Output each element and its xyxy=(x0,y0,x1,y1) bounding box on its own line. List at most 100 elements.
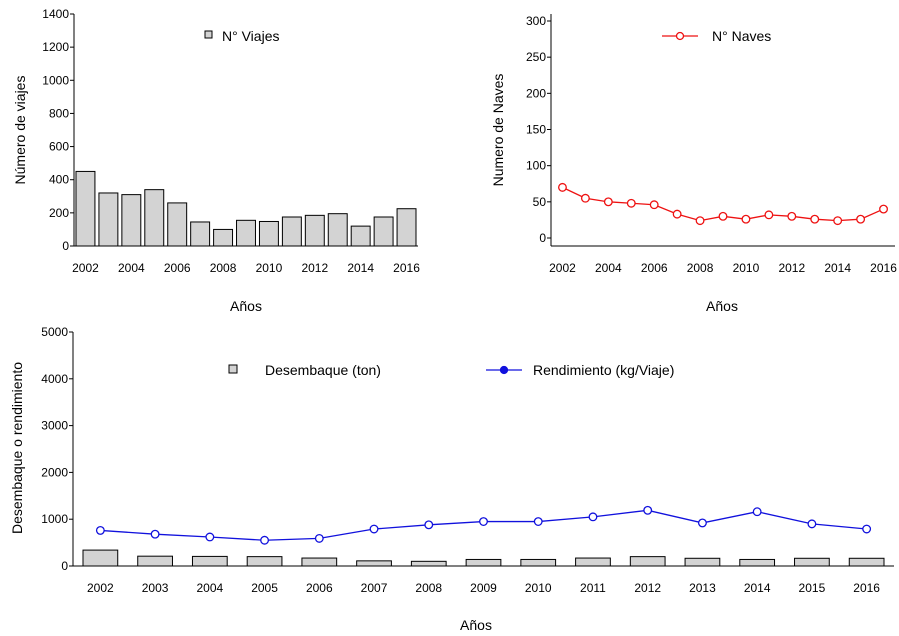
y-tick-label: 200 xyxy=(49,206,69,220)
viajes-bar xyxy=(281,216,302,247)
x-tick-label: 2004 xyxy=(595,261,622,275)
rendimiento-point xyxy=(205,532,215,542)
x-tick-label: 2010 xyxy=(256,261,283,275)
x-tick-label: 2016 xyxy=(870,261,897,275)
viajes-bar xyxy=(236,219,256,247)
rendimiento-point xyxy=(752,507,762,517)
x-tick-label: 2012 xyxy=(301,261,328,275)
y-tick-label: 3000 xyxy=(41,419,68,433)
viajes-bar xyxy=(167,202,188,247)
viajes-bar xyxy=(258,220,279,247)
x-tick-label: 2005 xyxy=(251,581,278,595)
viajes-bar xyxy=(396,208,417,247)
naves-point xyxy=(649,200,659,210)
viajes-legend-swatch xyxy=(204,30,213,39)
desembaque-bar xyxy=(137,555,173,567)
x-tick-label: 2014 xyxy=(824,261,851,275)
desembaque-bar xyxy=(356,560,392,567)
x-tick-label: 2014 xyxy=(347,261,374,275)
y-tick-label: 300 xyxy=(526,14,546,28)
x-tick-label: 2016 xyxy=(393,261,420,275)
desembaque-bar xyxy=(246,556,283,567)
rendimiento-point xyxy=(260,535,270,545)
viajes-x-ticks: 2002 2004 2006 2008 2010 2012 2014 2016 xyxy=(72,261,420,275)
rendimiento-point xyxy=(697,518,707,528)
y-tick-label: 800 xyxy=(49,106,69,120)
naves-point xyxy=(856,214,866,224)
rendimiento-point xyxy=(533,517,543,526)
x-tick-label: 2002 xyxy=(87,581,114,595)
naves-legend-label: N° Naves xyxy=(712,28,771,44)
desembaque-y-ticks: 0 1000 2000 3000 4000 5000 xyxy=(41,325,73,573)
x-tick-label: 2014 xyxy=(744,581,771,595)
x-tick-label: 2007 xyxy=(361,581,388,595)
x-tick-label: 2013 xyxy=(689,581,716,595)
desembaque-bar xyxy=(465,558,502,567)
x-tick-label: 2012 xyxy=(634,581,661,595)
x-tick-label: 2009 xyxy=(470,581,497,595)
naves-point xyxy=(558,182,567,192)
naves-point xyxy=(787,211,797,221)
naves-point xyxy=(879,204,888,214)
naves-point xyxy=(718,211,728,221)
naves-x-label: Años xyxy=(706,298,738,314)
viajes-bar xyxy=(327,213,348,247)
x-tick-label: 2012 xyxy=(778,261,805,275)
y-tick-label: 1000 xyxy=(41,512,68,526)
viajes-bar xyxy=(213,228,234,247)
naves-y-label: Numero de Naves xyxy=(490,74,506,187)
naves-point xyxy=(580,193,590,203)
naves-point xyxy=(810,214,820,224)
viajes-y-ticks: 0 200 400 600 800 1000 1200 1400 xyxy=(42,7,74,253)
y-tick-label: 5000 xyxy=(41,325,68,339)
y-tick-label: 2000 xyxy=(41,465,68,479)
naves-point xyxy=(741,214,751,224)
x-tick-label: 2016 xyxy=(853,581,880,595)
viajes-bar xyxy=(304,214,325,247)
naves-legend: N° Naves xyxy=(662,28,771,44)
y-tick-label: 1400 xyxy=(42,7,69,21)
naves-point xyxy=(672,209,682,219)
rendimiento-legend-label: Rendimiento (kg/Viaje) xyxy=(533,362,674,378)
desembaque-y-label: Desembaque o rendimiento xyxy=(9,362,25,534)
x-tick-label: 2004 xyxy=(196,581,223,595)
x-tick-label: 2003 xyxy=(142,581,169,595)
viajes-bar xyxy=(144,189,165,247)
x-tick-label: 2010 xyxy=(733,261,760,275)
y-tick-label: 1200 xyxy=(42,40,69,54)
naves-legend-marker xyxy=(675,31,685,41)
naves-point xyxy=(603,197,613,207)
desembaque-bar xyxy=(82,549,119,567)
naves-point xyxy=(833,216,843,226)
naves-point xyxy=(695,216,705,226)
y-tick-label: 1000 xyxy=(42,73,69,87)
rendimiento-point xyxy=(95,525,105,535)
y-tick-label: 250 xyxy=(526,50,546,64)
x-tick-label: 2008 xyxy=(210,261,237,275)
desembaque-marks xyxy=(82,505,885,567)
viajes-bar xyxy=(350,225,371,247)
naves-line xyxy=(558,182,888,226)
desembaque-bar xyxy=(410,560,447,567)
rendimiento-point xyxy=(424,520,434,530)
desembaque-bar xyxy=(191,555,228,567)
y-tick-label: 0 xyxy=(61,559,68,573)
desembaque-bar xyxy=(848,557,885,567)
viajes-bars xyxy=(75,170,417,247)
viajes-legend: N° Viajes xyxy=(204,28,279,44)
desembaque-legend-swatch xyxy=(228,364,238,374)
x-tick-label: 2006 xyxy=(164,261,191,275)
viajes-bar xyxy=(373,216,394,247)
y-tick-label: 150 xyxy=(526,123,546,137)
x-tick-label: 2008 xyxy=(687,261,714,275)
rendimiento-point xyxy=(643,505,653,515)
viajes-bar xyxy=(75,170,96,247)
viajes-bar xyxy=(98,192,119,247)
naves-y-ticks: 0 50 100 150 200 250 300 xyxy=(526,14,551,245)
x-tick-label: 2004 xyxy=(118,261,145,275)
viajes-legend-label: N° Viajes xyxy=(222,28,279,44)
rendimiento-point xyxy=(862,524,872,534)
rendimiento-point xyxy=(807,519,817,529)
